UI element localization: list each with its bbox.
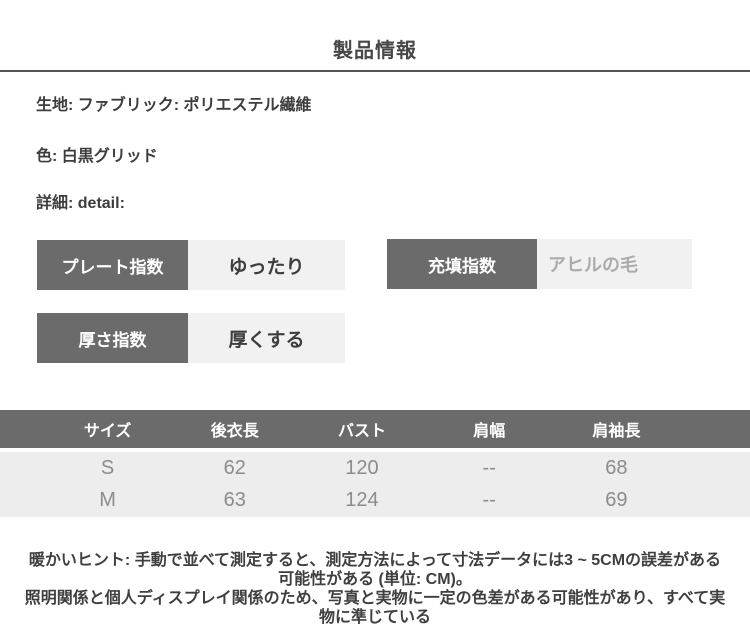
header-cell-shoulder-sleeve-length: 肩袖長	[592, 423, 641, 440]
cell-m-size: M	[99, 489, 116, 512]
table-row-m: M 63 124 -- 69	[0, 485, 750, 518]
size-table-header: サイズ 後衣長 バスト 肩幅 肩袖長	[0, 410, 750, 448]
cell-m-shoulder-sleeve-length: 69	[605, 489, 628, 512]
cell-m-shoulder-width: --	[482, 489, 496, 512]
size-table-body: S 62 120 -- 68 M 63 124 -- 69	[0, 452, 750, 517]
note-color-difference: 照明関係と個人ディスプレイ関係のため、写真と実物に一定の色差がある可能性があり、…	[24, 590, 726, 626]
header-cell-bust: バスト	[337, 423, 386, 440]
spec-value-thickness: 厚くする	[188, 313, 345, 363]
spec-value-fill: アヒルの毛	[537, 239, 692, 289]
cell-s-shoulder-sleeve-length: 68	[605, 456, 628, 479]
spec-value-fit: ゆったり	[188, 240, 345, 290]
header-cell-shoulder-width: 肩幅	[473, 423, 506, 440]
spec-label-fit: プレート指数	[37, 240, 188, 290]
cell-s-shoulder-width: --	[482, 456, 496, 479]
title-divider	[0, 70, 750, 72]
cell-s-bust: 120	[345, 456, 379, 479]
header-cell-size: サイズ	[83, 423, 132, 440]
cell-s-size: S	[100, 456, 115, 479]
spec-block-fill: 充填指数 アヒルの毛	[387, 239, 692, 289]
note-measurement: 暖かいヒント: 手動で並べて測定すると、測定方法によって寸法データには3 ~ 5…	[28, 552, 722, 588]
page-title: 製品情報	[333, 40, 417, 62]
spec-block-fit: プレート指数 ゆったり	[37, 240, 345, 290]
cell-m-bust: 124	[345, 489, 379, 512]
spec-block-thickness: 厚さ指数 厚くする	[37, 313, 345, 363]
info-line-detail: 詳細: detail:	[36, 195, 125, 212]
table-row-s: S 62 120 -- 68	[0, 452, 750, 485]
cell-m-back-length: 63	[223, 489, 246, 512]
info-line-fabric: 生地: ファブリック: ポリエステル繊維	[36, 97, 312, 114]
cell-s-back-length: 62	[223, 456, 246, 479]
header-cell-back-length: 後衣長	[210, 423, 259, 440]
spec-label-thickness: 厚さ指数	[37, 313, 188, 363]
info-line-color: 色: 白黒グリッド	[36, 148, 158, 165]
spec-label-fill: 充填指数	[387, 239, 537, 289]
footer-notes: 暖かいヒント: 手動で並べて測定すると、測定方法によって寸法データには3 ~ 5…	[23, 551, 727, 627]
